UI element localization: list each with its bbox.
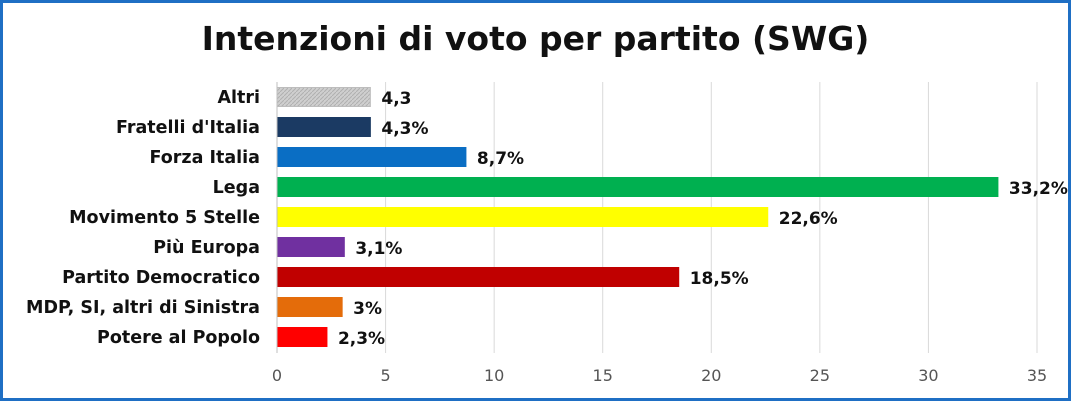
bar-5 [276, 237, 345, 257]
category-label: Più Europa [153, 238, 260, 258]
data-label: 18,5% [690, 269, 749, 289]
data-label: 8,7% [477, 149, 524, 169]
category-label: Fratelli d'Italia [116, 118, 260, 138]
bar-7 [276, 297, 343, 317]
bar-4 [276, 207, 769, 227]
category-label: Lega [213, 178, 260, 198]
x-tick-label: 0 [272, 366, 282, 385]
bar-6 [276, 267, 680, 287]
data-label: 4,3% [381, 119, 428, 139]
x-tick-label: 10 [484, 366, 504, 385]
x-tick-label: 15 [593, 366, 613, 385]
chart-title: Intenzioni di voto per partito (SWG) [201, 19, 870, 58]
data-label: 2,3% [338, 329, 385, 349]
category-label: Potere al Popolo [97, 328, 260, 348]
x-tick-label: 25 [810, 366, 830, 385]
x-tick-label: 35 [1027, 366, 1047, 385]
category-label: Altri [217, 88, 260, 108]
data-label: 22,6% [779, 209, 838, 229]
data-label: 4,3 [381, 89, 411, 109]
data-label: 3% [353, 299, 382, 319]
data-label: 33,2% [1009, 179, 1068, 199]
category-label: Forza Italia [150, 148, 260, 168]
bar-1 [276, 117, 371, 137]
bar-8 [276, 327, 328, 347]
bar-2 [276, 147, 467, 167]
category-label: Partito Democratico [62, 268, 260, 288]
bar-3 [276, 177, 999, 197]
category-label: Movimento 5 Stelle [69, 208, 260, 228]
x-tick-label: 5 [380, 366, 390, 385]
bar-0 [276, 87, 371, 107]
x-tick-label: 30 [918, 366, 938, 385]
data-label: 3,1% [355, 239, 402, 259]
x-tick-label: 20 [701, 366, 721, 385]
category-label: MDP, SI, altri di Sinistra [26, 298, 260, 318]
